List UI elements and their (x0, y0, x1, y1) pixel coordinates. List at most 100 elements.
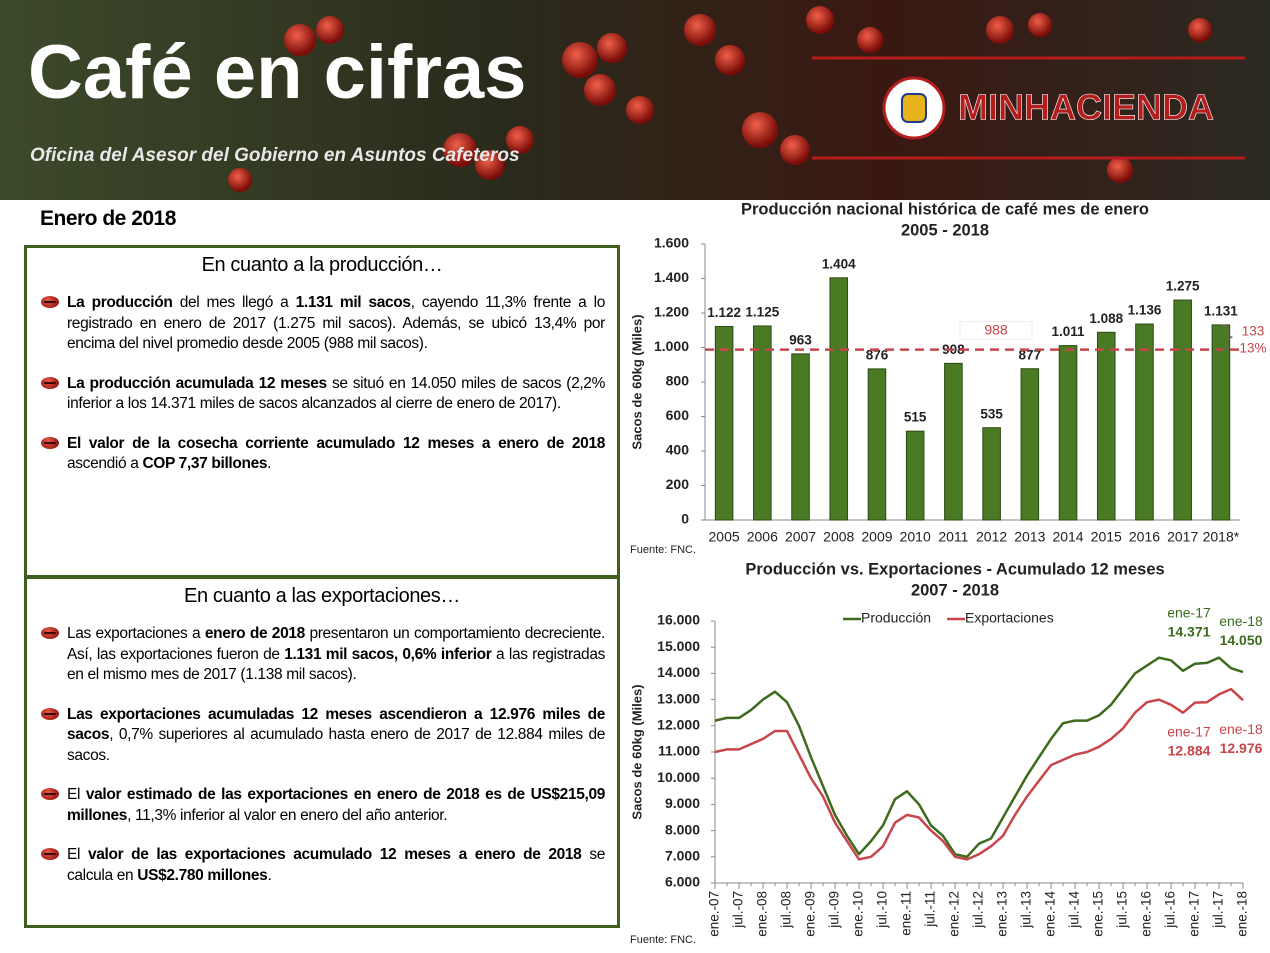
point-value-label: 12.976 (1220, 740, 1263, 756)
bar (714, 325, 734, 521)
y-tick-label: 7.000 (665, 848, 700, 864)
bold-text-run: La producción (67, 294, 173, 311)
bar-value-label: 535 (980, 406, 1003, 421)
x-tick-label: ene.-10 (851, 891, 866, 937)
x-tick-label: 2014 (1052, 529, 1083, 545)
x-tick-label: jul.-07 (731, 891, 746, 929)
section-title: En cuanto a la producción… (201, 254, 443, 276)
bold-text-run: US$2.780 millones (137, 866, 268, 884)
logo-shield (901, 93, 927, 123)
bar (982, 427, 1001, 521)
bold-text-run: La producción acumulada 12 meses (67, 374, 327, 392)
bar (867, 368, 887, 521)
y-tick-label: 14.000 (657, 664, 700, 680)
x-tick-label: 2017 (1167, 529, 1198, 545)
bold-text-run: 1.131 mil sacos, 0,6% inferior (284, 645, 492, 663)
section-box: En cuanto a la producción… La producción … (24, 245, 620, 578)
x-tick-label: 2009 (861, 529, 892, 545)
source-note: Fuente: FNC. (630, 934, 696, 946)
bar-value-label: 1.136 (1128, 303, 1162, 318)
chart-subtitle: 2007 - 2018 (911, 581, 999, 599)
bold-text-run: 1.131 mil sacos (295, 294, 411, 311)
x-tick-label: jul.-10 (875, 891, 890, 929)
bar (1135, 323, 1154, 521)
y-tick-label: 11.000 (658, 743, 700, 759)
y-tick-label: 8.000 (665, 821, 700, 837)
x-tick-label: ene.-07 (707, 891, 722, 937)
paragraph: El valor estimado de las exportaciones e… (39, 785, 605, 826)
bold-text-run: enero de 2018 (204, 625, 305, 642)
text-run: Las exportaciones a (67, 625, 205, 642)
header-berries (228, 6, 1212, 192)
paragraph: Las exportaciones acumuladas 12 meses as… (39, 705, 605, 767)
bar-value-label: 1.122 (707, 305, 741, 320)
point-date-label: ene-17 (1167, 604, 1211, 620)
text-run: del mes llegó a (172, 294, 296, 311)
x-tick-label: ene.-12 (947, 891, 962, 937)
x-tick-label: 2012 (976, 529, 1007, 545)
chart-title: Producción nacional histórica de café me… (741, 200, 1149, 218)
text-run: se situó en 14.050 miles de sacos (2,2% … (67, 374, 606, 413)
y-tick-label: 10.000 (657, 769, 700, 785)
bar-value-label: 963 (789, 332, 812, 347)
series-line (714, 687, 1244, 861)
x-tick-label: 2010 (900, 529, 931, 545)
x-tick-label: 2016 (1129, 529, 1160, 545)
x-tick-label: ene.-18 (1235, 891, 1250, 937)
bar-value-label: 1.404 (822, 256, 856, 271)
x-tick-label: 2007 (785, 529, 816, 545)
bullet-icon (41, 788, 59, 800)
bar (1173, 299, 1192, 521)
bar (829, 277, 849, 521)
y-tick-label: 1.200 (654, 304, 689, 320)
y-tick-label: 9.000 (665, 795, 700, 811)
series-line (714, 656, 1244, 859)
report-date: Enero de 2018 (40, 207, 176, 230)
legend-label: Exportaciones (965, 610, 1054, 626)
bullet-icon (41, 376, 59, 389)
bar (1211, 324, 1231, 521)
bold-text-run: COP 7,37 billones (142, 455, 268, 472)
y-tick-label: 600 (666, 407, 690, 423)
text-run: se calcula en (67, 846, 605, 884)
bullet-icon (41, 707, 59, 720)
x-tick-label: jul.-13 (1019, 891, 1034, 929)
y-tick-label: 1.400 (654, 269, 689, 285)
chart-subtitle: 2005 - 2018 (901, 221, 989, 239)
paragraph: La producción del mes llegó a 1.131 mil … (39, 293, 605, 355)
bar (791, 353, 810, 521)
y-tick-label: 400 (666, 442, 690, 458)
y-tick-label: 1.600 (654, 235, 689, 251)
header-title: Café en cifras (28, 30, 526, 115)
bar (944, 362, 963, 521)
text-run: El (67, 786, 86, 803)
point-value-label: 12.884 (1168, 742, 1211, 758)
y-tick-label: 16.000 (657, 612, 700, 628)
bar-value-label: 1.088 (1089, 311, 1123, 326)
x-tick-label: 2011 (938, 529, 968, 545)
paragraph: El valor de la cosecha corriente acumula… (39, 434, 605, 475)
bold-text-run: Las exportaciones acumuladas 12 meses as… (67, 705, 605, 744)
x-tick-label: 2008 (823, 529, 854, 545)
bullet-icon (41, 296, 59, 308)
point-value-label: 14.050 (1220, 632, 1263, 648)
bar-value-label: 1.275 (1166, 279, 1200, 294)
bar (905, 430, 925, 521)
point-date-label: ene-18 (1219, 613, 1263, 629)
x-tick-label: jul.-08 (779, 891, 794, 929)
section-box: En cuanto a las exportaciones… Las export… (24, 576, 620, 928)
bold-text-run: valor de las exportaciones acumulado 12 … (87, 846, 582, 863)
y-tick-label: 1.000 (654, 338, 689, 354)
x-tick-label: jul.-17 (1211, 891, 1226, 929)
legend-label: Producción (861, 610, 931, 626)
text-run: . (267, 455, 272, 472)
text-run: , 11,3% inferior al valor en enero del a… (127, 806, 448, 824)
section-title: En cuanto a las exportaciones… (184, 585, 460, 607)
x-tick-label: 2013 (1014, 529, 1045, 545)
point-date-label: ene-17 (1167, 723, 1211, 739)
source-note: Fuente: FNC. (630, 544, 696, 556)
bullet-icon (41, 627, 59, 639)
chart-title: Producción vs. Exportaciones - Acumulado… (745, 560, 1164, 578)
